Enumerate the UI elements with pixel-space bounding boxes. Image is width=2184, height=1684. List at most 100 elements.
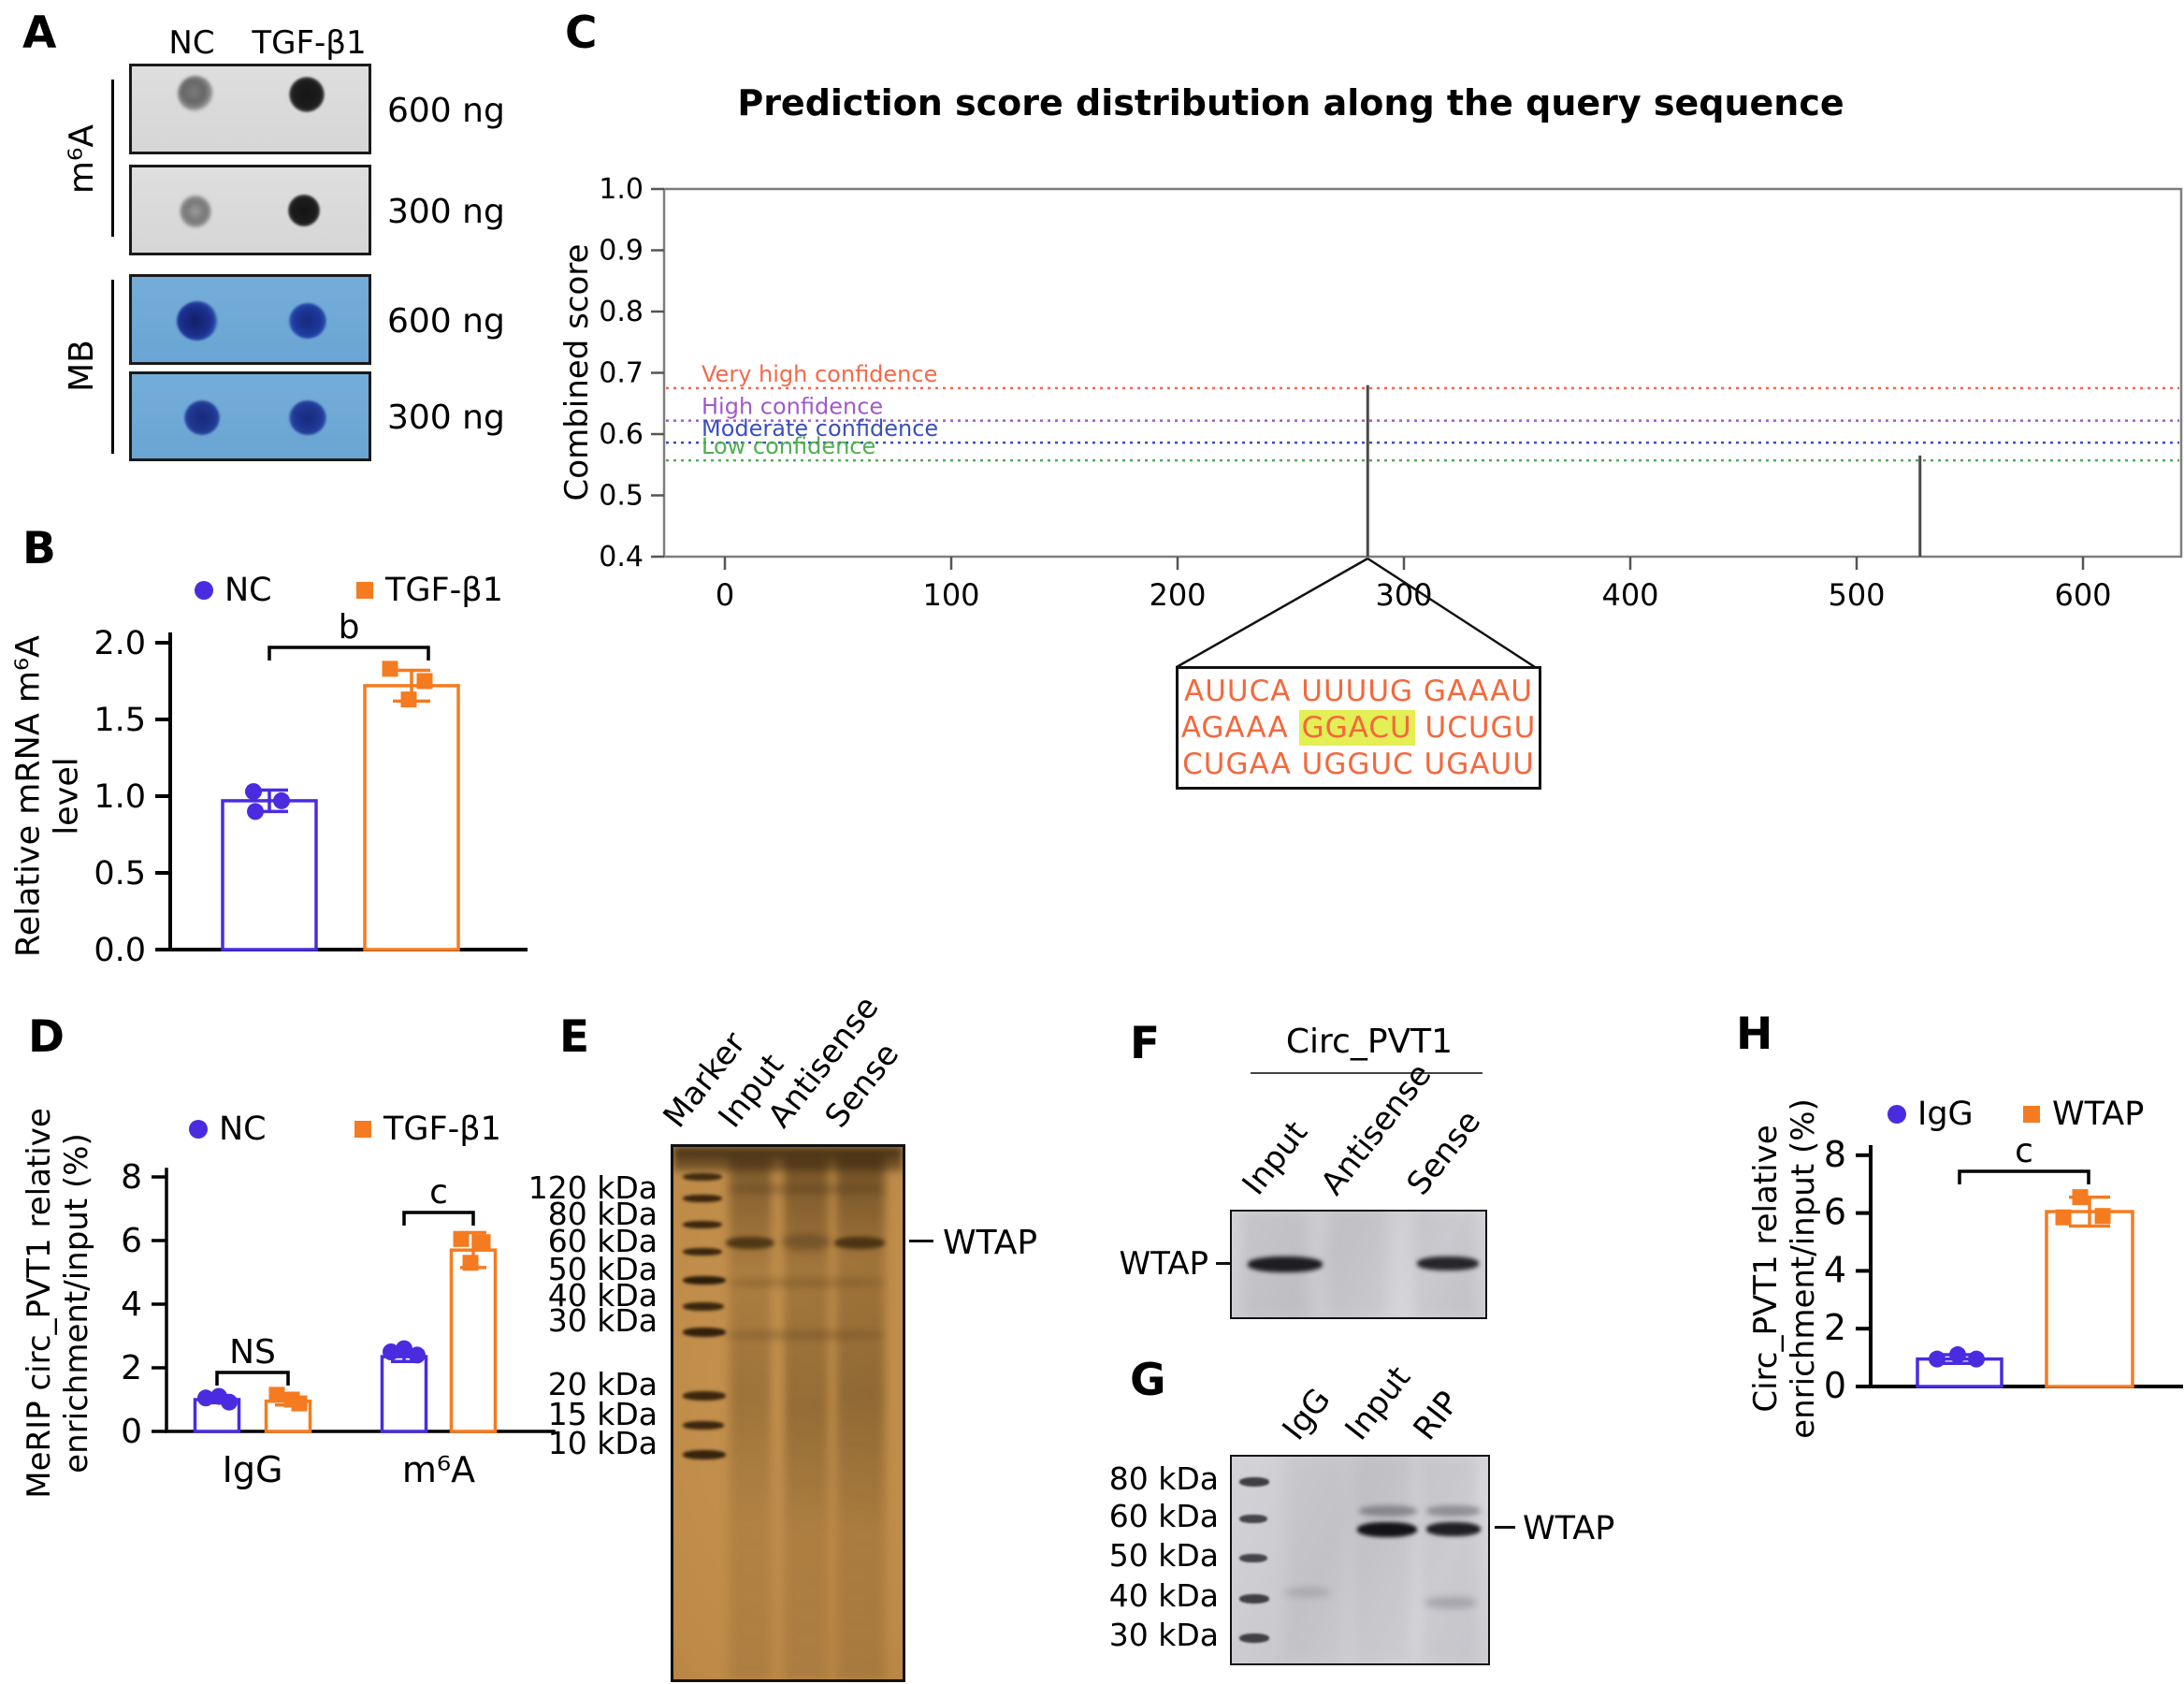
y-tick-label: 8 [121, 1158, 142, 1197]
upper-band-input [1359, 1505, 1417, 1517]
lane-smear-antisense [784, 1156, 829, 1679]
data-point [382, 661, 398, 677]
wtap-callout-line-e [909, 1240, 933, 1242]
legend-marker-NC [195, 581, 213, 600]
x-tick-label: 500 [1828, 577, 1885, 613]
data-point [245, 783, 262, 801]
ladder-g-60kDa: 60 kDa [1108, 1498, 1219, 1534]
ladder-e-30kDa: 30 kDa [547, 1302, 658, 1339]
motif-highlight: GGACU [1298, 709, 1415, 746]
upper-band-rip [1426, 1505, 1481, 1517]
ladder-band-30 [683, 1328, 726, 1337]
panel-label-a: A [22, 7, 57, 59]
callout-funnel-left [1176, 557, 1368, 669]
ladder-e-10kDa: 10 kDa [547, 1425, 658, 1461]
ladder-band-50 [1239, 1554, 1267, 1562]
threshold-label: Low confidence [701, 433, 875, 459]
significance-label: c [429, 1173, 448, 1212]
plot-frame-c [662, 187, 2183, 559]
y-tick-label: 2 [1824, 1307, 1846, 1348]
ladder-band-60 [1239, 1515, 1267, 1523]
lane-smear-igg [1286, 1457, 1346, 1663]
bar-WTAP [2045, 1210, 2134, 1388]
wtap-band-input [726, 1237, 774, 1249]
bar-NC-m6A [380, 1355, 428, 1433]
threshold-label: Moderate confidence [701, 415, 938, 442]
amount-label: 300 ng [387, 399, 505, 437]
ladder-band-40 [683, 1302, 724, 1311]
dot-tgf [289, 400, 326, 435]
y-tick-label: 0.5 [599, 480, 644, 513]
wtap-band-sense [834, 1237, 885, 1249]
ladder-band-60 [683, 1248, 722, 1256]
panel-a-row-mb-rule [111, 280, 114, 454]
wtap-callout-label-g: WTAP [1523, 1510, 1615, 1547]
chart-c-title: Prediction score distribution along the … [737, 82, 1844, 123]
legend-marker-TGF-β1 [356, 582, 373, 599]
legend-label-TGF-β1: TGF-β1 [383, 1111, 501, 1148]
significance-bracket [268, 646, 430, 661]
dot-tgf [288, 195, 320, 226]
legend-label-NC: NC [224, 572, 272, 609]
ladder-e-120kDa: 120 kDa [528, 1169, 658, 1206]
bar-TGF-β1-m6A [449, 1248, 498, 1433]
y-tick-label: 2.0 [94, 625, 146, 662]
ladder-g-50kDa: 50 kDa [1108, 1537, 1219, 1574]
ladder-e-20kDa: 20 kDa [547, 1366, 658, 1402]
wtap-callout-line-f [1216, 1262, 1230, 1265]
data-point [416, 673, 433, 690]
dot-tgf [289, 77, 325, 112]
y-tick-label: 0.7 [599, 357, 644, 390]
data-point [2094, 1208, 2111, 1225]
significance-bracket [1958, 1169, 2090, 1184]
dot-tgf [289, 303, 326, 339]
wtap-callout-line-g [1495, 1526, 1515, 1529]
data-point [453, 1230, 470, 1247]
significance-bracket [215, 1371, 290, 1386]
legend-marker-WTAP [2023, 1106, 2040, 1123]
ladder-e-50kDa: 50 kDa [547, 1251, 658, 1287]
x-tick-label: 200 [1149, 577, 1206, 613]
data-point [1929, 1350, 1945, 1368]
panel-a-row-m6a-rule [111, 80, 114, 237]
y-tick-label: 0.6 [599, 418, 644, 451]
ladder-g-30kDa: 30 kDa [1108, 1617, 1219, 1653]
ladder-e-40kDa: 40 kDa [547, 1277, 658, 1314]
legend-marker-NC [189, 1120, 208, 1139]
amount-label: 600 ng [387, 92, 505, 130]
panel-a-col-tgf: TGF-β1 [252, 24, 367, 62]
x-tick-label: 0 [716, 577, 734, 613]
data-point [247, 803, 264, 820]
legend-label-IgG: IgG [1917, 1096, 1974, 1133]
sequence-callout-box: AUUCA UUUUG GAAAU AGAAA GGACU UCUGU CUGAA … [1176, 666, 1541, 790]
y-tick-label: 0.8 [599, 296, 644, 328]
x-tick-label: 400 [1601, 577, 1658, 613]
ladder-band-120 [683, 1195, 722, 1202]
faint-band-antisense [782, 1234, 831, 1250]
ladder-band-30 [1239, 1633, 1269, 1643]
significance-label: c [2015, 1132, 2033, 1170]
data-point [462, 1255, 479, 1271]
data-point [273, 791, 290, 809]
panel-label-f: F [1130, 1018, 1161, 1069]
mb-blot-300 [129, 371, 371, 461]
ladder-band-50 [683, 1276, 726, 1285]
y-tick-label: 1.0 [599, 173, 644, 206]
y-tick-label: 6 [1824, 1192, 1846, 1233]
panel-label-e: E [559, 1011, 590, 1063]
gel-e [671, 1144, 905, 1682]
bar-NC [221, 799, 318, 951]
sequence-line: AUUCA UUUUG GAAAU [1184, 674, 1533, 708]
wtap-band-rip [1426, 1522, 1481, 1536]
wtap-band-input [1248, 1256, 1323, 1272]
y-tick-label: 4 [121, 1285, 142, 1324]
significance-bracket [402, 1211, 475, 1226]
dot-nc [177, 301, 218, 341]
panel-label-h: H [1736, 1009, 1773, 1060]
category-label: IgG [223, 1449, 283, 1490]
data-point [1949, 1346, 1966, 1364]
ladder-band [683, 1173, 722, 1181]
dot-blot-m6a-600 [129, 64, 371, 154]
callout-funnel-right [1367, 557, 1536, 669]
